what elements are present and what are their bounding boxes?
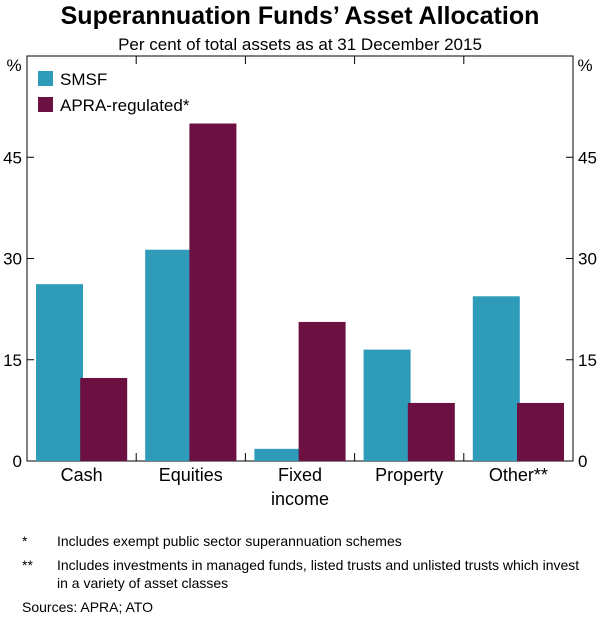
y-tick-label-right: 45 — [578, 148, 597, 167]
category-label: Property — [375, 465, 443, 485]
y-tick-label-left: 15 — [3, 351, 22, 370]
legend-label-1: SMSF — [60, 70, 107, 89]
legend-swatch-2 — [38, 97, 53, 112]
footnote-2: ** Includes investments in managed funds… — [22, 556, 592, 592]
footnote-1-marker: * — [22, 533, 28, 549]
y-axis-unit-left: % — [6, 56, 21, 75]
footnote-1: * Includes exempt public sector superann… — [22, 532, 592, 550]
bar-apraregulated-4 — [407, 402, 455, 461]
footnote-1-text: Includes exempt public sector superannua… — [57, 533, 402, 549]
y-tick-label-left: 45 — [3, 148, 22, 167]
y-tick-label-left: 0 — [13, 452, 22, 471]
bar-apraregulated-3 — [298, 321, 346, 461]
y-axis-unit-right: % — [577, 56, 592, 75]
chart-subtitle: Per cent of total assets as at 31 Decemb… — [118, 35, 482, 54]
bar-smsf-1 — [36, 284, 83, 461]
bar-apraregulated-1 — [80, 377, 128, 461]
y-tick-label-right: 30 — [578, 250, 597, 269]
bar-apraregulated-5 — [517, 402, 564, 461]
category-label: Cash — [61, 465, 103, 485]
bar-smsf-3 — [254, 448, 302, 461]
bar-smsf-5 — [472, 296, 520, 461]
category-label: Equities — [159, 465, 223, 485]
sources: Sources: APRA; ATO — [22, 599, 153, 615]
bar-smsf-2 — [145, 249, 193, 461]
footnote-2-text: Includes investments in managed funds, l… — [57, 557, 580, 591]
y-tick-label-right: 15 — [578, 351, 597, 370]
y-tick-label-left: 30 — [3, 250, 22, 269]
category-label: Fixed — [278, 465, 322, 485]
footnote-2-marker: ** — [22, 557, 33, 573]
category-label: income — [271, 489, 329, 509]
legend-swatch-1 — [38, 71, 53, 86]
bar-apraregulated-2 — [189, 123, 237, 461]
legend-label-2: APRA-regulated* — [60, 96, 190, 115]
bar-smsf-4 — [363, 349, 411, 461]
category-label: Other** — [489, 465, 548, 485]
chart-title: Superannuation Funds’ Asset Allocation — [60, 2, 540, 30]
y-tick-label-right: 0 — [578, 452, 587, 471]
footnotes: * Includes exempt public sector superann… — [22, 532, 592, 616]
chart-svg: 0 0 15 15 30 30 45 45% % Cash Equities Fixed income P… — [3, 55, 597, 509]
